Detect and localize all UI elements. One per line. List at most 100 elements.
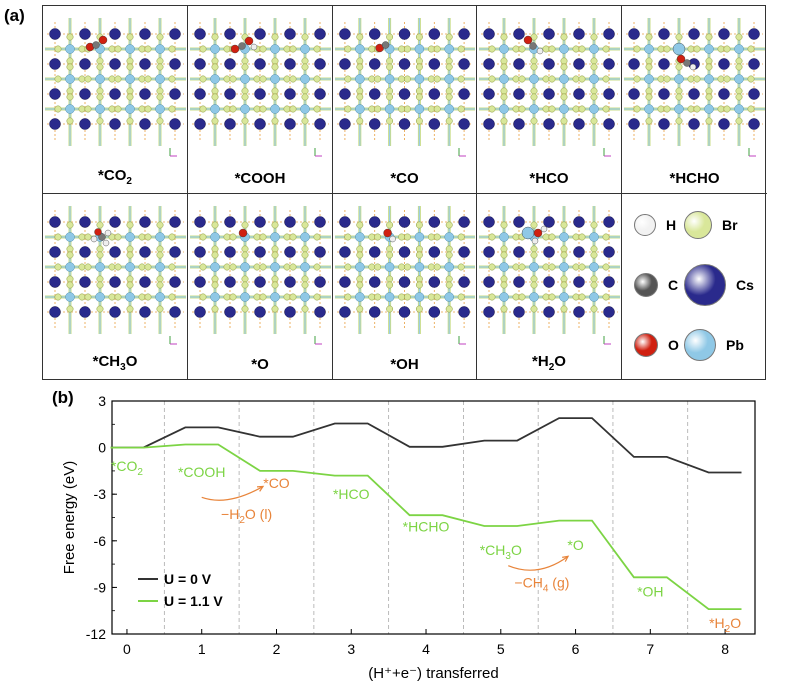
legend-label: U = 1.1 V — [164, 593, 223, 609]
step-label: *CH3O — [480, 542, 522, 562]
x-tick-label: 3 — [347, 641, 355, 657]
legend-atom-symbol: Pb — [726, 337, 744, 353]
atom-legend: H Br C Cs O Pb — [622, 194, 767, 379]
step-annotation: −H2O (l) — [221, 506, 272, 526]
structure-label-oh: *OH — [333, 356, 476, 373]
y-tick-label: -12 — [86, 626, 106, 642]
lattice-o — [190, 206, 331, 345]
lattice-hcho — [624, 18, 765, 157]
legend-atom-o: O — [634, 333, 679, 357]
lattice-co — [335, 18, 475, 157]
structure-label-main: *OH — [390, 356, 419, 373]
structure-label-cooh: *COOH — [188, 170, 332, 187]
x-tick-label: 5 — [497, 641, 505, 657]
x-tick-label: 0 — [123, 641, 131, 657]
structure-oh: *OH — [333, 194, 477, 379]
step-label: *HCO — [333, 486, 370, 502]
structure-h2o: *H2O — [477, 194, 622, 379]
structure-co2: *CO2 — [43, 6, 188, 194]
panel-a-label: (a) — [4, 6, 25, 25]
legend-label: U = 0 V — [164, 571, 212, 587]
structure-label-tail: O — [125, 353, 138, 370]
step-label: *CO — [263, 475, 290, 491]
x-tick-label: 7 — [646, 641, 654, 657]
reaction-arrow — [201, 485, 264, 501]
atom-ball-icon — [684, 211, 712, 239]
x-axis-label: (H⁺+e⁻) transferred — [368, 665, 498, 682]
structure-label-hco: *HCO — [477, 170, 621, 187]
structure-label-h2o: *H2O — [477, 353, 621, 373]
legend-atom-br: Br — [684, 211, 738, 239]
series-line-u0 — [110, 417, 742, 474]
structure-label-main: *CO — [98, 167, 127, 184]
structure-label-co: *CO — [333, 170, 476, 187]
step-label: *O — [567, 537, 583, 553]
structure-label-main: *CH — [92, 353, 121, 370]
structure-o: *O — [188, 194, 333, 379]
step-annotation: −CH4 (g) — [514, 574, 569, 594]
structure-label-o: *O — [188, 356, 332, 373]
step-label: *CO2 — [111, 458, 143, 478]
x-tick-label: 2 — [273, 641, 281, 657]
atom-ball-icon — [634, 333, 658, 357]
y-tick-label: -9 — [94, 579, 107, 595]
structure-label-hcho: *HCHO — [622, 170, 767, 187]
legend-atom-symbol: C — [668, 277, 679, 293]
step-label: *HCHO — [403, 518, 450, 534]
structure-hco: *HCO — [477, 6, 622, 194]
x-tick-label: 6 — [572, 641, 580, 657]
structure-label-main: *HCO — [529, 170, 569, 187]
y-tick-label: -3 — [94, 486, 107, 502]
atom-ball-icon — [684, 264, 726, 306]
structure-label-main: *HCHO — [669, 170, 720, 187]
y-axis-label: Free energy (eV) — [61, 461, 78, 574]
y-tick-label: -6 — [94, 533, 107, 549]
lattice-co2 — [45, 18, 186, 157]
legend-atom-cs: Cs — [684, 264, 754, 306]
structure-label-main: *O — [251, 356, 269, 373]
lattice-cooh — [190, 18, 331, 157]
atom-ball-icon — [634, 273, 658, 297]
legend-atom-symbol: O — [668, 337, 679, 353]
structure-label-sub: 2 — [548, 362, 555, 373]
atom-ball-icon — [634, 214, 656, 236]
structure-label-co2: *CO2 — [43, 167, 187, 187]
legend-atom-symbol: Cs — [736, 277, 754, 293]
structure-co: *CO — [333, 6, 477, 194]
lattice-ch3o — [45, 206, 186, 345]
x-tick-label: 1 — [198, 641, 206, 657]
structure-label-tail: O — [554, 353, 566, 370]
lattice-oh — [335, 206, 475, 345]
structures-grid: *CO2 *COOH *CO *HCO *HCHO *CH3O *O *OH *H2O H Br C C… — [42, 5, 767, 380]
structure-ch3o: *CH3O — [43, 194, 188, 379]
reaction-arrow — [508, 555, 569, 571]
structure-label-main: *H — [532, 353, 549, 370]
structure-label-sub: 2 — [126, 176, 132, 187]
step-label: *H2O — [709, 615, 741, 635]
structure-label-main: *COOH — [234, 170, 286, 187]
series-line-u11 — [110, 443, 742, 610]
legend-atom-h: H — [634, 214, 676, 236]
structure-label-ch3o: *CH3O — [43, 353, 187, 373]
legend-atom-c: C — [634, 273, 678, 297]
legend-atom-symbol: Br — [722, 217, 738, 233]
legend-atom-symbol: H — [666, 217, 677, 233]
arrow-head-icon — [257, 485, 265, 492]
panel-b-label: (b) — [52, 388, 74, 407]
lattice-h2o — [479, 206, 620, 345]
x-tick-label: 8 — [721, 641, 729, 657]
structure-hcho: *HCHO — [622, 6, 767, 194]
free-energy-chart: 3 0 -3 -6 -9 -12 0 1 2 3 4 5 6 7 8 (H⁺+e⁻) transferred F… — [61, 393, 756, 682]
step-label: *OH — [637, 584, 663, 600]
x-tick-label: 4 — [422, 641, 430, 657]
y-tick-label: 3 — [98, 393, 106, 409]
lattice-hco — [479, 18, 620, 157]
structure-label-main: *CO — [390, 170, 419, 187]
step-label: *COOH — [178, 464, 225, 480]
structure-label-sub: 3 — [120, 362, 126, 373]
y-tick-label: 0 — [98, 440, 106, 456]
arrow-head-icon — [562, 555, 570, 562]
legend-atom-pb: Pb — [684, 329, 744, 361]
structure-cooh: *COOH — [188, 6, 333, 194]
atom-ball-icon — [684, 329, 716, 361]
